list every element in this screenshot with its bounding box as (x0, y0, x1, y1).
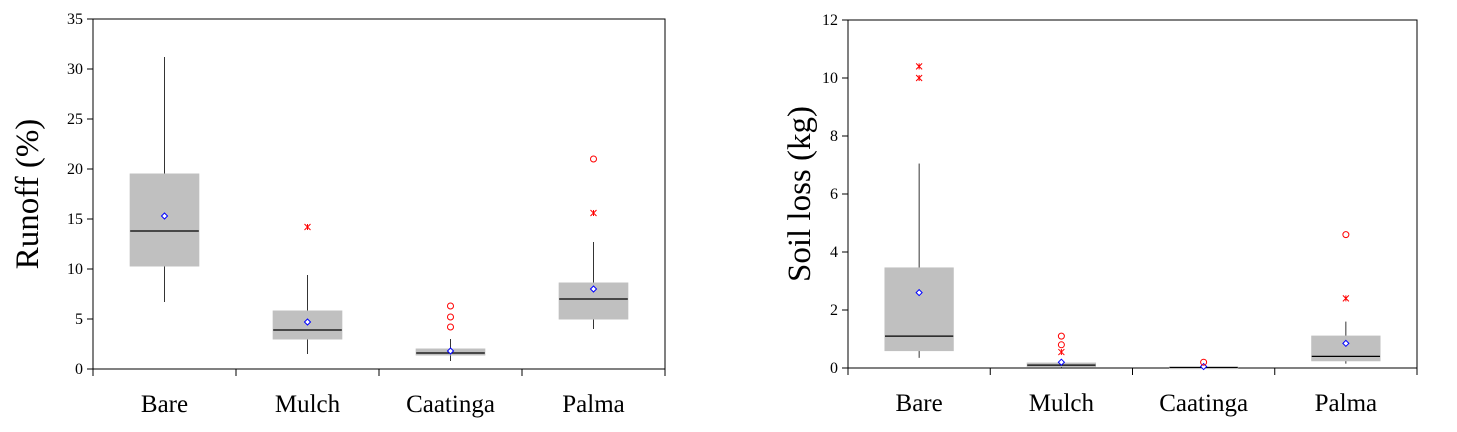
outlier-star (915, 74, 923, 82)
outlier-circle (447, 302, 454, 310)
y-tick-label: 30 (67, 61, 83, 78)
x-category-label: Palma (1315, 390, 1378, 417)
y-tick-label: 5 (75, 311, 83, 328)
outlier-circle (1200, 358, 1208, 366)
box-mulch (272, 223, 343, 354)
outlier-circle (447, 323, 454, 331)
x-category-label: Palma (562, 391, 625, 418)
x-category-label: Caatinga (1159, 390, 1248, 417)
mean-marker (160, 212, 169, 220)
outlier-star (1342, 295, 1350, 302)
outlier-star (590, 209, 597, 217)
x-category-label: Bare (141, 391, 188, 418)
y-tick-label: 15 (67, 211, 83, 228)
mean-marker (915, 288, 923, 297)
box-caatinga (1168, 358, 1239, 371)
iqr-box (884, 267, 954, 352)
chart-panel-1: 0 5 10 15 20 25 30 35 Bare Mulch Caatinga Palma Runo… (10, 11, 666, 418)
x-category-label: Bare (896, 390, 943, 417)
y-tick-label: 0 (830, 360, 838, 377)
y-tick-label: 10 (67, 261, 83, 278)
outlier-circle (590, 155, 597, 163)
y-tick-label: 0 (75, 361, 83, 378)
y-axis-title: Runoff (%) (10, 119, 46, 270)
mean-marker (303, 318, 312, 326)
y-tick-label: 35 (67, 11, 83, 28)
mean-marker (446, 347, 455, 355)
y-tick-label: 4 (830, 244, 838, 261)
box-caatinga (415, 302, 486, 361)
box-bare (129, 57, 200, 302)
chart-panel-2: 0 2 4 6 8 10 12 Bare Mulch Caatinga Palma Soil loss… (782, 12, 1418, 417)
y-tick-label: 12 (822, 12, 838, 29)
y-tick-label: 8 (830, 128, 838, 145)
x-category-label: Mulch (275, 391, 341, 418)
mean-marker (1057, 358, 1066, 366)
outlier-circle (1057, 332, 1065, 340)
box-palma (1311, 231, 1381, 364)
x-category-label: Mulch (1029, 390, 1095, 417)
outlier-star (915, 63, 923, 70)
iqr-box (129, 173, 200, 267)
outlier-circle (1057, 341, 1065, 349)
y-axis-title: Soil loss (kg) (782, 106, 818, 282)
box-bare (884, 63, 954, 358)
mean-marker (1342, 339, 1350, 348)
outlier-circle (447, 313, 454, 321)
x-category-label: Caatinga (406, 391, 495, 418)
outlier-star (304, 223, 311, 231)
y-tick-label: 10 (822, 70, 838, 87)
mean-marker (589, 285, 598, 293)
y-tick-label: 20 (67, 161, 83, 178)
box-palma (558, 155, 629, 329)
outlier-star (1058, 348, 1065, 356)
outlier-circle (1342, 231, 1350, 239)
y-tick-label: 2 (830, 302, 838, 319)
y-tick-label: 25 (67, 111, 83, 128)
y-tick-label: 6 (830, 186, 838, 203)
box-mulch (1026, 332, 1097, 368)
